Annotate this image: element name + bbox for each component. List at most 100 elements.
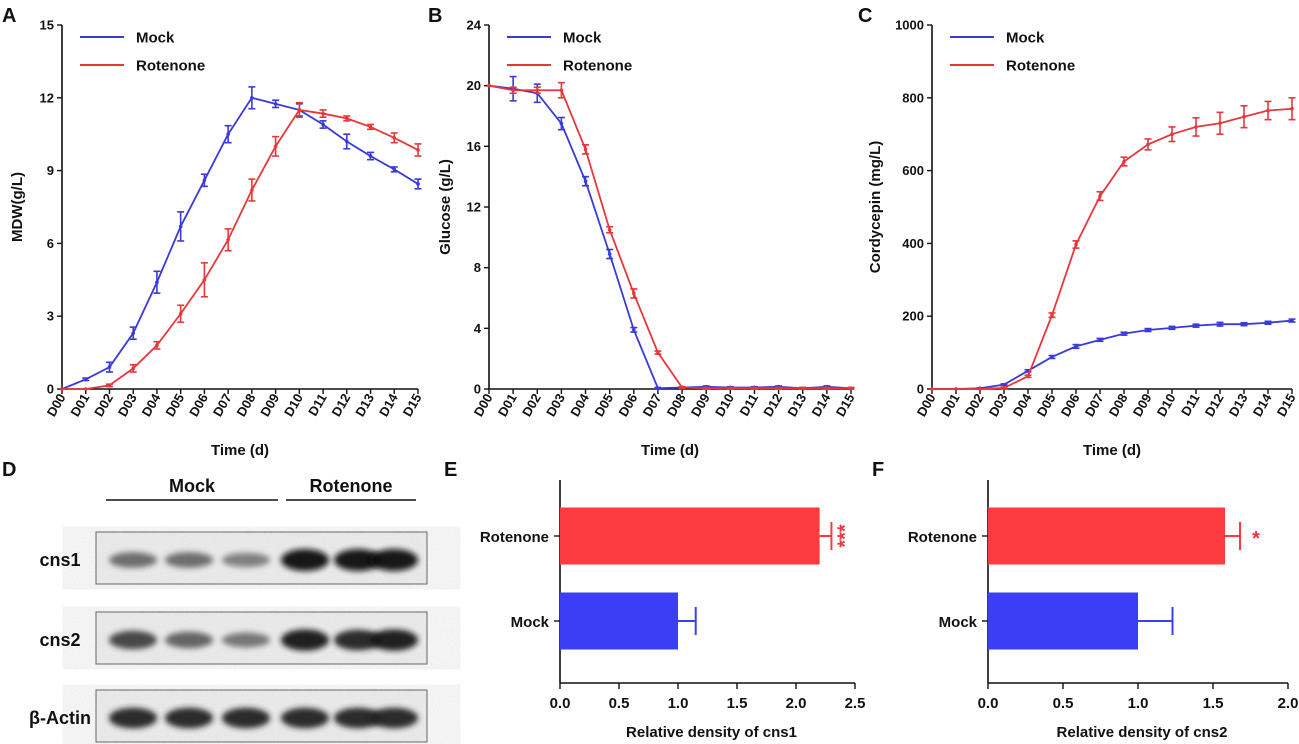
y-tick-label: 600 [902, 163, 924, 178]
blot-band [222, 707, 270, 729]
data-point [1194, 323, 1198, 328]
blot-band [165, 631, 213, 649]
data-point [632, 328, 636, 332]
series-line-rotenone [932, 107, 1293, 390]
data-point [583, 179, 588, 184]
x-tick-label: D09 [1130, 391, 1155, 419]
data-point [535, 88, 540, 93]
x-tick-label: D03 [543, 391, 568, 419]
x-tick-label: D14 [376, 390, 401, 419]
x-tick-label: D03 [986, 391, 1011, 419]
data-point [178, 224, 183, 229]
data-point [583, 147, 588, 152]
data-point [1050, 355, 1054, 359]
x-tick-label: D10 [712, 391, 737, 419]
y-tick-label: 800 [902, 90, 924, 105]
data-point [416, 148, 420, 152]
x-tick-label: D09 [257, 391, 282, 419]
x-tick-label: D11 [1178, 391, 1203, 419]
data-point [1122, 159, 1126, 164]
data-point [83, 377, 88, 382]
chart-a-line: 03691215D00D01D02D03D04D05D06D07D08D09D1… [9, 18, 425, 460]
y-axis-label: Cordycepin (mg/L) [867, 141, 884, 274]
panel-label-f: F [872, 459, 884, 481]
data-point [511, 88, 515, 93]
series-line-rotenone [488, 84, 851, 390]
y-tick-label: 3 [47, 309, 54, 324]
data-point [776, 386, 781, 391]
x-tick-label: D02 [962, 391, 987, 419]
legend-label: Rotenone [136, 58, 205, 75]
data-point [1002, 386, 1006, 390]
x-tick-label: D13 [1226, 391, 1251, 419]
x-tick-label: 0.0 [550, 695, 571, 712]
x-tick-label: D15 [1274, 391, 1299, 419]
data-point [368, 154, 373, 158]
series-line-mock [61, 96, 419, 390]
x-tick-label: D07 [640, 391, 665, 419]
x-tick-label: D06 [615, 391, 640, 419]
category-label: Rotenone [908, 529, 977, 546]
data-point [1002, 382, 1006, 387]
blot-band [165, 707, 213, 729]
x-tick-label: D10 [281, 391, 306, 419]
x-tick-label: D01 [67, 391, 92, 419]
data-point [1026, 374, 1030, 379]
x-tick-label: D06 [1058, 391, 1083, 419]
data-point [107, 383, 112, 388]
y-tick-label: 9 [47, 163, 54, 178]
x-tick-label: D14 [1250, 390, 1275, 419]
x-tick-label: 0.5 [1053, 695, 1074, 712]
blot-band [222, 632, 270, 648]
x-tick-label: D06 [186, 391, 211, 419]
y-tick-label: 24 [467, 18, 482, 33]
data-point [416, 182, 420, 186]
data-point [559, 88, 564, 93]
x-tick-label: D15 [833, 391, 858, 419]
data-point [107, 365, 112, 369]
data-point [155, 280, 159, 285]
x-tick-label: D08 [1106, 391, 1131, 419]
blot-band [281, 549, 329, 571]
data-point [321, 122, 325, 127]
y-tick-label: 8 [474, 260, 481, 275]
data-point [1098, 338, 1102, 342]
x-tick-label: 1.0 [668, 695, 689, 712]
data-point [607, 227, 612, 232]
blot-row-label: cns2 [39, 630, 80, 650]
x-axis-label: Relative density of cns2 [1057, 724, 1228, 741]
series-line-mock [932, 319, 1293, 390]
data-point [1122, 331, 1126, 336]
blot-band [334, 707, 382, 729]
x-tick-label: D03 [115, 391, 140, 419]
data-point [1170, 132, 1174, 136]
x-tick-label: D11 [737, 391, 762, 419]
bar-mock [560, 592, 678, 650]
x-tick-label: D04 [567, 390, 592, 419]
blot-band [370, 707, 418, 729]
blot-band [281, 629, 329, 651]
group-label-rotenone: Rotenone [310, 476, 393, 496]
data-point [825, 386, 829, 391]
y-tick-label: 0 [47, 382, 54, 397]
category-label: Mock [511, 614, 550, 631]
data-point [1266, 108, 1270, 113]
data-point [1050, 313, 1054, 317]
x-tick-label: D08 [664, 391, 689, 419]
x-axis-label: Time (d) [211, 442, 269, 459]
x-tick-label: 2.0 [1278, 695, 1299, 712]
data-point [752, 386, 757, 391]
x-tick-label: D05 [162, 391, 187, 419]
x-tick-label: D04 [139, 390, 164, 419]
data-point [954, 387, 958, 391]
x-tick-label: D01 [938, 391, 963, 419]
y-tick-label: 1000 [895, 18, 924, 33]
data-point [321, 111, 325, 116]
data-point [1098, 194, 1102, 198]
western-blot: Mock Rotenone cns1 cns2 β-Actin [29, 476, 428, 743]
y-tick-label: 400 [902, 236, 924, 251]
data-point [345, 116, 349, 121]
panel-label-c: C [858, 5, 872, 27]
data-point [1146, 328, 1150, 332]
